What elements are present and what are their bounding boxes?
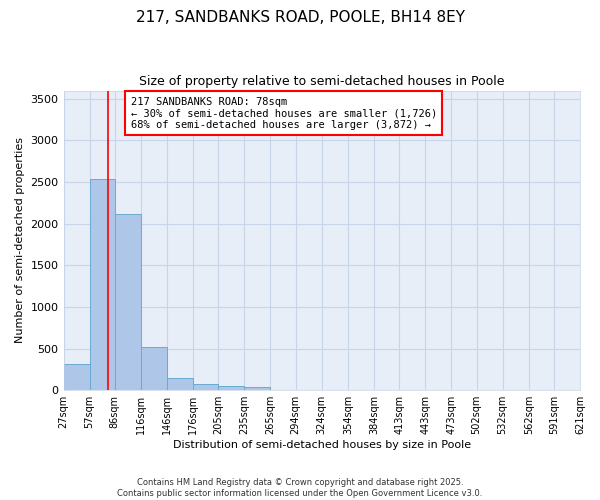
Bar — [193, 384, 218, 390]
Bar — [167, 378, 193, 390]
Bar — [141, 347, 167, 390]
Text: 217, SANDBANKS ROAD, POOLE, BH14 8EY: 217, SANDBANKS ROAD, POOLE, BH14 8EY — [136, 10, 464, 25]
Bar — [64, 364, 89, 390]
Y-axis label: Number of semi-detached properties: Number of semi-detached properties — [15, 138, 25, 344]
Bar — [115, 214, 141, 390]
Title: Size of property relative to semi-detached houses in Poole: Size of property relative to semi-detach… — [139, 75, 505, 88]
Bar — [218, 386, 244, 390]
Bar — [89, 179, 115, 390]
Text: Contains HM Land Registry data © Crown copyright and database right 2025.
Contai: Contains HM Land Registry data © Crown c… — [118, 478, 482, 498]
Text: 217 SANDBANKS ROAD: 78sqm
← 30% of semi-detached houses are smaller (1,726)
68% : 217 SANDBANKS ROAD: 78sqm ← 30% of semi-… — [131, 96, 437, 130]
X-axis label: Distribution of semi-detached houses by size in Poole: Distribution of semi-detached houses by … — [173, 440, 471, 450]
Bar — [244, 388, 271, 390]
